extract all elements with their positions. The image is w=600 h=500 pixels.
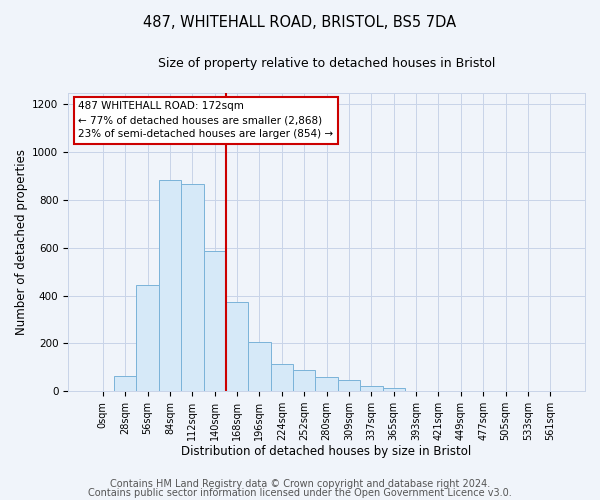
Bar (181, 184, 203, 391)
Text: 487, WHITEHALL ROAD, BRISTOL, BS5 7DA: 487, WHITEHALL ROAD, BRISTOL, BS5 7DA (143, 15, 457, 30)
Title: Size of property relative to detached houses in Bristol: Size of property relative to detached ho… (158, 58, 495, 70)
Bar (293, 370, 316, 391)
Bar (316, 378, 338, 391)
Bar (383, 388, 405, 391)
Bar (226, 302, 248, 391)
Bar (248, 342, 271, 391)
Text: Contains public sector information licensed under the Open Government Licence v3: Contains public sector information licen… (88, 488, 512, 498)
Bar (159, 180, 181, 391)
Bar (136, 285, 159, 391)
Bar (203, 252, 226, 391)
Bar (114, 376, 136, 391)
Text: 487 WHITEHALL ROAD: 172sqm
← 77% of detached houses are smaller (2,868)
23% of s: 487 WHITEHALL ROAD: 172sqm ← 77% of deta… (79, 102, 334, 140)
Bar (360, 386, 383, 391)
X-axis label: Distribution of detached houses by size in Bristol: Distribution of detached houses by size … (181, 444, 472, 458)
Bar (338, 380, 360, 391)
Text: Contains HM Land Registry data © Crown copyright and database right 2024.: Contains HM Land Registry data © Crown c… (110, 479, 490, 489)
Y-axis label: Number of detached properties: Number of detached properties (15, 149, 28, 335)
Bar (271, 364, 293, 391)
